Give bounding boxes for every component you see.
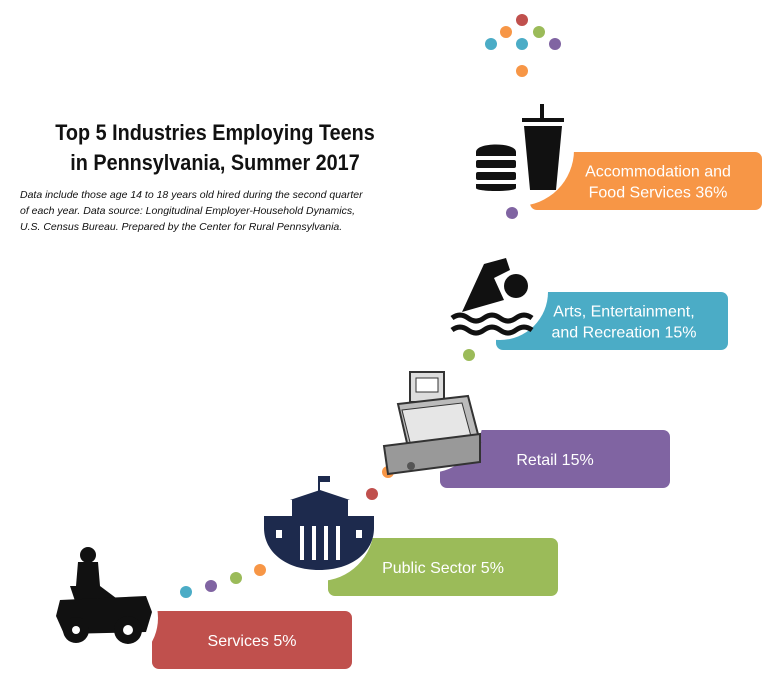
connector-dot-8 (506, 207, 518, 219)
connector-dot-11 (500, 26, 512, 38)
bar-arts-entertainment-and-recreation (496, 292, 728, 350)
title-line-1: Top 5 Industries Employing Teens (55, 120, 375, 145)
data-source-note: Data include those age 14 to 18 years ol… (20, 187, 440, 235)
swimmer-icon (450, 258, 534, 336)
connector-dot-10 (485, 38, 497, 50)
label-accommodation-and-food-services-1: Accommodation and (585, 164, 731, 181)
connector-dot-15 (516, 65, 528, 77)
capitol-building-icon (264, 476, 374, 570)
connector-dot-3 (230, 572, 242, 584)
bar-accommodation-and-food-services (530, 152, 762, 210)
connector-dot-4 (254, 564, 266, 576)
label-public-sector-1: Public Sector 5% (382, 560, 504, 577)
connector-dot-13 (516, 38, 528, 50)
note-line-1: Data include those age 14 to 18 years ol… (20, 189, 363, 201)
note-line-3: U.S. Census Bureau. Prepared by the Cent… (20, 221, 343, 233)
connector-dot-2 (205, 580, 217, 592)
label-services-1: Services 5% (208, 633, 297, 650)
connector-dot-7 (463, 349, 475, 361)
bar-retail (440, 430, 670, 488)
connector-dot-9 (516, 14, 528, 26)
title-line-2: in Pennsylvania, Summer 2017 (70, 150, 360, 175)
connector-dot-14 (549, 38, 561, 50)
note-line-2: of each year. Data source: Longitudinal … (20, 205, 356, 217)
connector-dot-5 (366, 488, 378, 500)
riding-mower-icon (56, 547, 152, 644)
burger-drink-icon (476, 104, 564, 191)
label-arts-entertainment-and-recreation-2: and Recreation 15% (552, 325, 697, 342)
bar-public-sector (328, 538, 558, 596)
page-title: Top 5 Industries Employing Teens in Penn… (22, 118, 409, 178)
connector-dot-12 (533, 26, 545, 38)
cash-register-icon (382, 371, 482, 476)
label-arts-entertainment-and-recreation-1: Arts, Entertainment, (553, 304, 694, 321)
label-retail-1: Retail 15% (516, 452, 593, 469)
label-accommodation-and-food-services-2: Food Services 36% (589, 185, 728, 202)
bar-services (152, 611, 352, 669)
connector-dot-1 (180, 586, 192, 598)
dots-layer (180, 14, 561, 598)
